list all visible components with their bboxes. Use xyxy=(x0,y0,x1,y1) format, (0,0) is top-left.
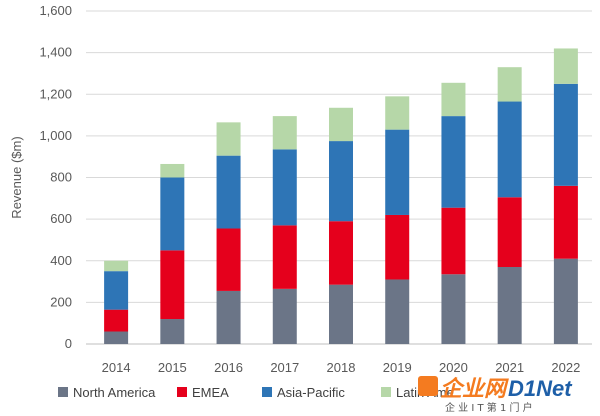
bar-segment xyxy=(216,290,241,344)
y-tick-label: 0 xyxy=(65,336,72,351)
x-tick-label: 2016 xyxy=(214,360,243,375)
bar-segment xyxy=(441,82,466,117)
bar-segment xyxy=(216,155,241,229)
bar-segment xyxy=(497,197,522,267)
bar-segment xyxy=(385,279,410,344)
legend-label: EMEA xyxy=(192,385,229,400)
bar-segment xyxy=(104,260,129,272)
bar-segment xyxy=(160,319,185,344)
legend-swatch xyxy=(177,387,187,397)
y-tick-label: 1,200 xyxy=(39,86,72,101)
bar-segment xyxy=(272,116,297,150)
bar-segment xyxy=(216,228,241,291)
bar-segment xyxy=(272,288,297,344)
bar-segment xyxy=(160,163,185,178)
watermark-sub-text: 企 业 I T 第 1 门 户 xyxy=(445,401,533,414)
bar-segment xyxy=(441,207,466,275)
watermark-main-text: 企业网 xyxy=(440,376,509,401)
bar-segment xyxy=(497,67,522,102)
bar-segment xyxy=(553,185,578,259)
x-tick-label: 2015 xyxy=(158,360,187,375)
x-tick-label: 2021 xyxy=(495,360,524,375)
x-tick-label: 2017 xyxy=(270,360,299,375)
x-tick-label: 2018 xyxy=(327,360,356,375)
x-tick-label: 2014 xyxy=(102,360,131,375)
y-tick-label: 1,600 xyxy=(39,3,72,18)
y-axis-ticks: 0 200 400 600 800 1,000 1,200 1,400 1,600 xyxy=(39,3,72,351)
x-tick-label: 2022 xyxy=(551,360,580,375)
bar-segment xyxy=(385,129,410,215)
y-tick-label: 800 xyxy=(50,170,72,185)
legend: North America EMEA Asia-Pacific Latin Ame xyxy=(58,385,454,400)
y-tick-label: 1,400 xyxy=(39,45,72,60)
x-tick-label: 2019 xyxy=(383,360,412,375)
bar-segment xyxy=(160,177,185,251)
bar-segment xyxy=(160,250,185,320)
watermark-accent-text: D1Net xyxy=(508,376,573,401)
bar-segment xyxy=(216,122,241,156)
bar-segment xyxy=(385,96,410,130)
watermark-logo-mark xyxy=(418,376,438,396)
bar-segment xyxy=(553,48,578,84)
bar-segment xyxy=(272,225,297,289)
watermark-logo: 企业网 D1Net 企 业 I T 第 1 门 户 xyxy=(418,376,573,414)
y-axis-title: Revenue ($m) xyxy=(9,136,24,218)
y-tick-label: 600 xyxy=(50,211,72,226)
x-axis-ticks: 2014 2015 2016 2017 2018 2019 2020 2021 2022 xyxy=(102,360,581,375)
bar-segment xyxy=(104,331,129,344)
bar-segment xyxy=(272,149,297,226)
bar-segment xyxy=(329,141,353,222)
legend-swatch xyxy=(381,387,391,397)
bar-segment xyxy=(497,266,522,344)
bar-segment xyxy=(553,258,578,344)
legend-swatch xyxy=(262,387,272,397)
bar-segment xyxy=(497,101,522,198)
bar-segment xyxy=(104,309,129,332)
bar-segment xyxy=(329,107,353,142)
bar-segment xyxy=(329,284,353,344)
bar-segment xyxy=(385,214,410,280)
legend-label: North America xyxy=(73,385,156,400)
bar-segment xyxy=(104,271,129,310)
bar-segment xyxy=(441,274,466,344)
bar-segment xyxy=(553,83,578,186)
legend-swatch xyxy=(58,387,68,397)
y-tick-label: 200 xyxy=(50,294,72,309)
bar-segment xyxy=(329,221,353,285)
legend-label: Asia-Pacific xyxy=(277,385,345,400)
bars xyxy=(104,48,578,344)
y-tick-label: 1,000 xyxy=(39,128,72,143)
bar-segment xyxy=(441,116,466,208)
x-tick-label: 2020 xyxy=(439,360,468,375)
y-tick-label: 400 xyxy=(50,253,72,268)
